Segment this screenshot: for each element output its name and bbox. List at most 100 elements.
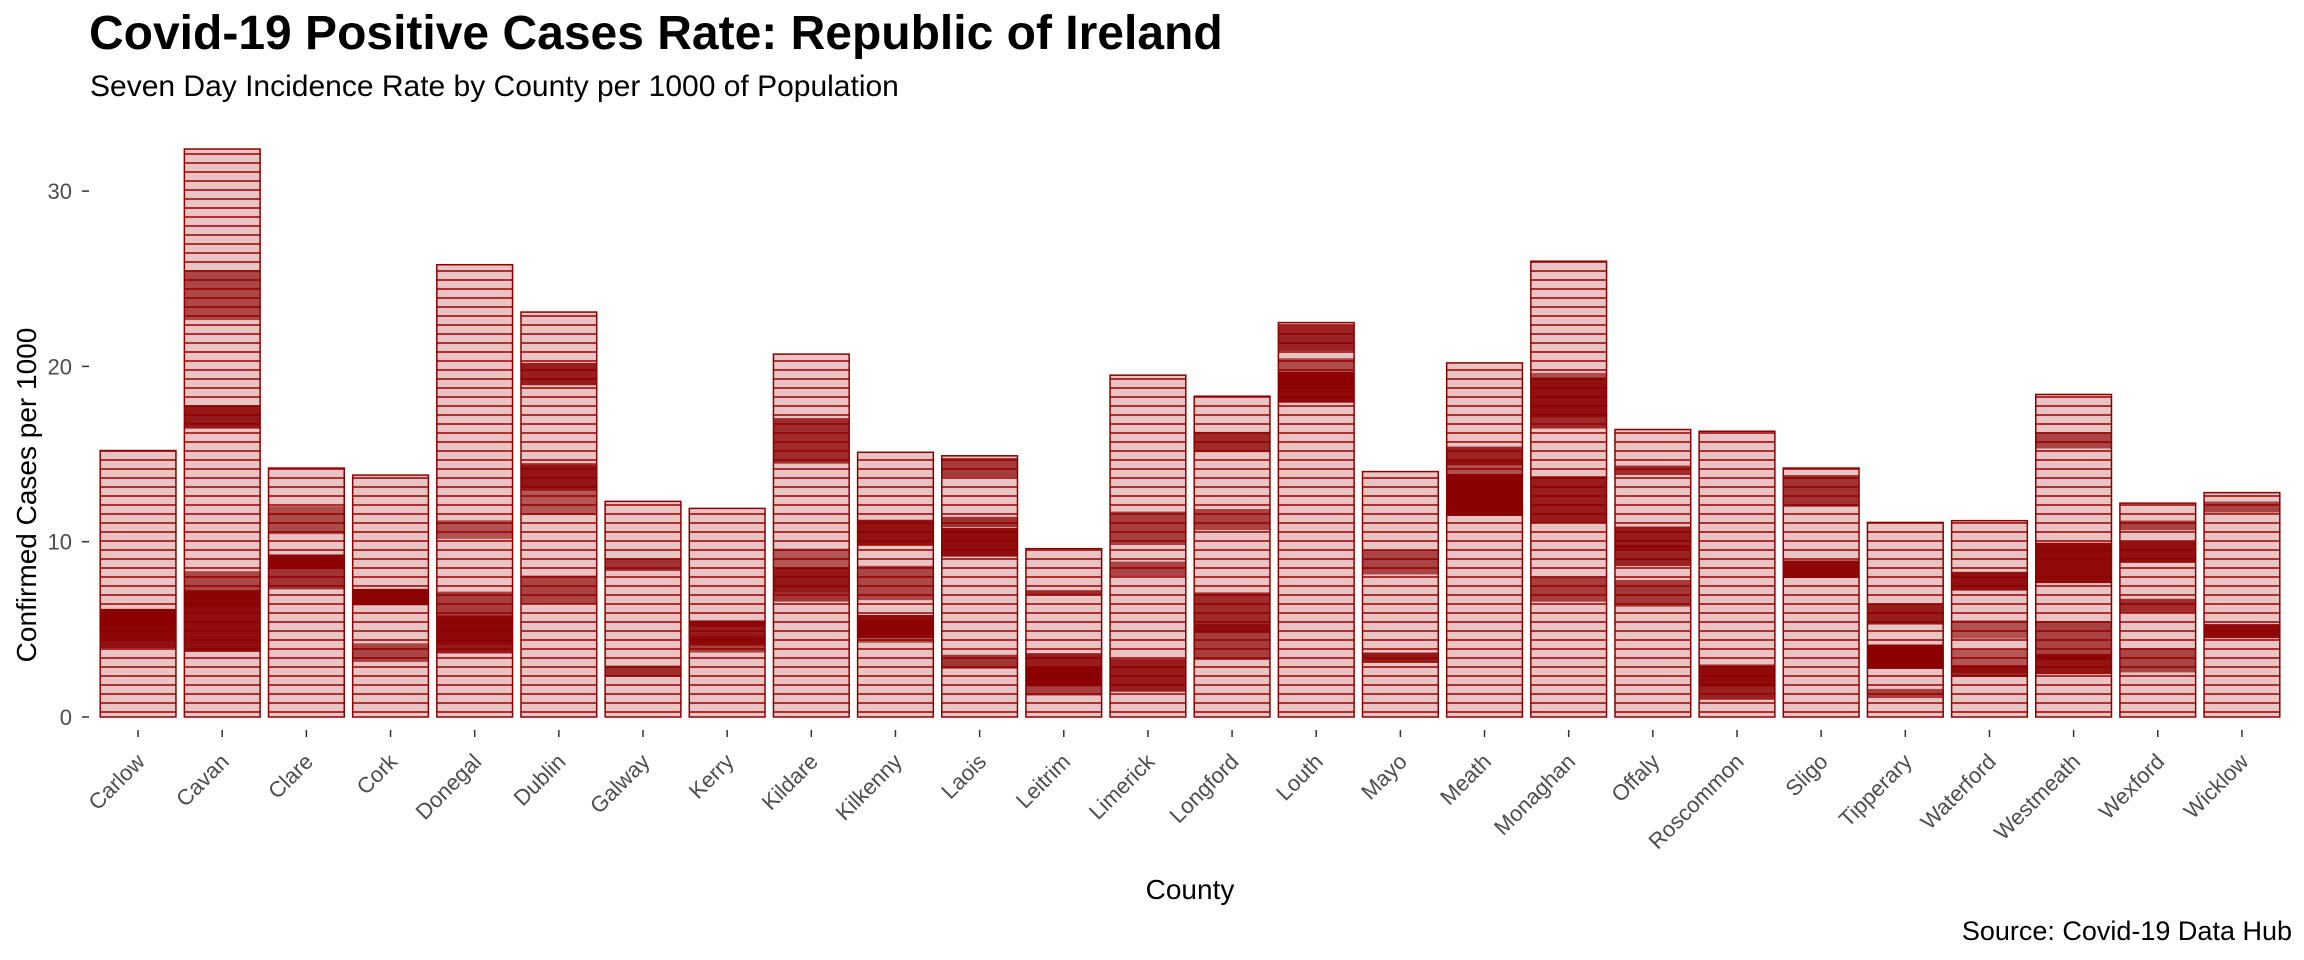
- bar-fill: [1362, 471, 1439, 717]
- bar-band: [100, 616, 176, 649]
- bar-outline: [1614, 428, 1692, 718]
- bar-fill: [605, 501, 681, 717]
- bar-band: [1110, 659, 1186, 692]
- bar-band: [2119, 648, 2196, 673]
- bar-kerry: [688, 507, 766, 718]
- bar-fill: [941, 455, 1018, 717]
- bar-band: [520, 362, 597, 386]
- bar-band: [1278, 325, 1355, 351]
- y-axis-title: Confirmed Cases per 1000: [11, 328, 42, 663]
- bar-longford: [1193, 395, 1271, 718]
- bar-band: [1867, 688, 1944, 699]
- x-tick-label: Kildare: [757, 749, 823, 815]
- bar-fill: [1446, 362, 1523, 717]
- x-tick-label: Wicklow: [2179, 749, 2254, 824]
- bar-fill: [689, 508, 766, 717]
- bar-band: [605, 558, 681, 571]
- y-tick-label: 30: [48, 179, 72, 204]
- bar-band: [1194, 509, 1270, 531]
- bar-outline: [436, 263, 514, 718]
- bar-outline: [1530, 260, 1608, 718]
- bar-band: [1194, 431, 1270, 453]
- bar-band: [520, 575, 597, 604]
- bar-donegal: [436, 263, 514, 718]
- x-tick-label: Wexford: [2094, 749, 2169, 824]
- x-tick-label: Sligo: [1780, 749, 1832, 801]
- bar-outline: [688, 507, 766, 718]
- bar-offaly: [1614, 428, 1692, 718]
- bar-band: [1614, 465, 1691, 476]
- bar-wexford: [2119, 502, 2197, 718]
- bar-outline: [99, 449, 177, 718]
- bar-outline: [1109, 374, 1187, 718]
- x-tick-label: Clare: [263, 749, 318, 804]
- bar-outline: [351, 474, 430, 718]
- bar-outline: [2203, 491, 2281, 718]
- bar-outline: [856, 451, 935, 718]
- bar-outline: [1950, 519, 2029, 718]
- bar-band: [689, 620, 766, 627]
- bar-band: [1446, 473, 1523, 516]
- bar-band: [941, 527, 1018, 557]
- bar-outline: [1277, 321, 1355, 718]
- bar-band: [1110, 511, 1186, 546]
- bar-laois: [940, 455, 1019, 718]
- bar-band: [1614, 545, 1691, 567]
- bar-band: [1025, 653, 1102, 670]
- bar-outline: [2119, 502, 2197, 718]
- bar-band: [857, 619, 934, 643]
- bar-kilkenny: [856, 451, 935, 718]
- bar-band: [2204, 624, 2280, 639]
- y-tick-label: 0: [60, 705, 72, 730]
- bar-band: [941, 654, 1018, 669]
- x-axis-title: County: [1146, 874, 1235, 905]
- x-tick-label: Mayo: [1356, 749, 1412, 805]
- bar-band: [1278, 358, 1355, 386]
- bar-band: [1025, 590, 1102, 596]
- bar-band: [436, 520, 513, 539]
- bar-outline: [2034, 393, 2113, 718]
- x-tick-label: Dublin: [509, 749, 571, 811]
- bar-clare: [267, 467, 346, 718]
- bar-fill: [268, 468, 345, 717]
- bar-band: [2035, 542, 2112, 584]
- bar-outline: [1361, 470, 1440, 718]
- bar-band: [1867, 644, 1944, 669]
- bar-band: [1951, 649, 2028, 674]
- bar-outline: [940, 455, 1019, 718]
- bar-band: [2119, 598, 2196, 613]
- bar-band: [1446, 446, 1523, 466]
- bar-band: [773, 567, 850, 602]
- bar-monaghan: [1530, 260, 1608, 718]
- bar-band: [352, 588, 429, 606]
- bar-westmeath: [2034, 393, 2113, 718]
- bar-band: [2035, 432, 2112, 449]
- bar-outline: [1193, 395, 1271, 718]
- bar-band: [184, 405, 261, 429]
- bar-band: [1614, 580, 1691, 607]
- bar-outline: [1866, 521, 1944, 718]
- bar-cavan: [183, 148, 261, 718]
- bars-layer: [99, 148, 2281, 718]
- bar-band: [436, 615, 513, 654]
- bar-band: [1867, 603, 1944, 625]
- bar-band: [1362, 652, 1439, 663]
- bar-fill: [1614, 429, 1691, 717]
- x-tick-label: Meath: [1435, 749, 1496, 810]
- bar-band: [1362, 549, 1439, 575]
- bar-outline: [604, 500, 682, 718]
- x-tick-label: Carlow: [84, 749, 150, 815]
- bar-outline: [1782, 467, 1860, 718]
- bar-waterford: [1950, 519, 2029, 718]
- bar-band: [857, 565, 934, 601]
- chart-subtitle: Seven Day Incidence Rate by County per 1…: [90, 70, 899, 103]
- bar-fill: [2204, 492, 2280, 717]
- bar-band: [184, 270, 261, 321]
- x-tick-label: Offaly: [1606, 749, 1664, 807]
- bar-roscommon: [1698, 430, 1776, 718]
- bar-louth: [1277, 321, 1355, 718]
- bar-outline: [183, 148, 261, 718]
- x-tick-label: Leitrim: [1011, 749, 1075, 813]
- bar-band: [689, 635, 766, 653]
